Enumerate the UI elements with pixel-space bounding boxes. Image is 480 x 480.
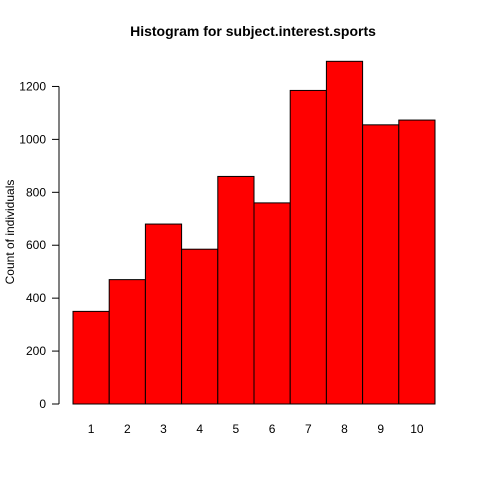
y-tick-label-0: 0 — [39, 397, 46, 411]
x-tick-label-10: 10 — [410, 422, 424, 436]
bar-4 — [181, 248, 219, 405]
y-tick-label-1200: 1200 — [19, 79, 46, 93]
x-tick-labels: 1 2 3 4 5 6 7 8 9 10 — [88, 422, 424, 436]
y-axis: 0 200 400 600 800 1000 1200 — [19, 79, 60, 411]
bar-7 — [289, 89, 327, 405]
x-tick-label-6: 6 — [269, 422, 276, 436]
x-tick-label-7: 7 — [305, 422, 312, 436]
y-tick-label-800: 800 — [26, 185, 46, 199]
bar-1 — [72, 310, 110, 405]
bar-9 — [362, 124, 400, 405]
y-tick-label-400: 400 — [26, 291, 46, 305]
x-tick-label-1: 1 — [88, 422, 95, 436]
y-tick-label-200: 200 — [26, 344, 46, 358]
bar-8 — [325, 60, 364, 405]
bars-group — [72, 60, 436, 405]
bar-2 — [108, 279, 146, 405]
x-tick-label-3: 3 — [160, 422, 167, 436]
bar-5 — [217, 175, 255, 405]
bar-10 — [398, 119, 436, 405]
x-tick-label-8: 8 — [341, 422, 348, 436]
y-tick-label-1000: 1000 — [19, 132, 46, 146]
y-axis-label: Count of individuals — [3, 180, 17, 285]
chart-title: Histogram for subject.interest.sports — [130, 23, 376, 39]
x-tick-label-4: 4 — [196, 422, 203, 436]
x-tick-label-9: 9 — [377, 422, 384, 436]
y-tick-label-600: 600 — [26, 238, 46, 252]
bar-3 — [144, 223, 183, 405]
x-tick-label-2: 2 — [124, 422, 131, 436]
bar-6 — [253, 202, 291, 405]
x-tick-label-5: 5 — [233, 422, 240, 436]
